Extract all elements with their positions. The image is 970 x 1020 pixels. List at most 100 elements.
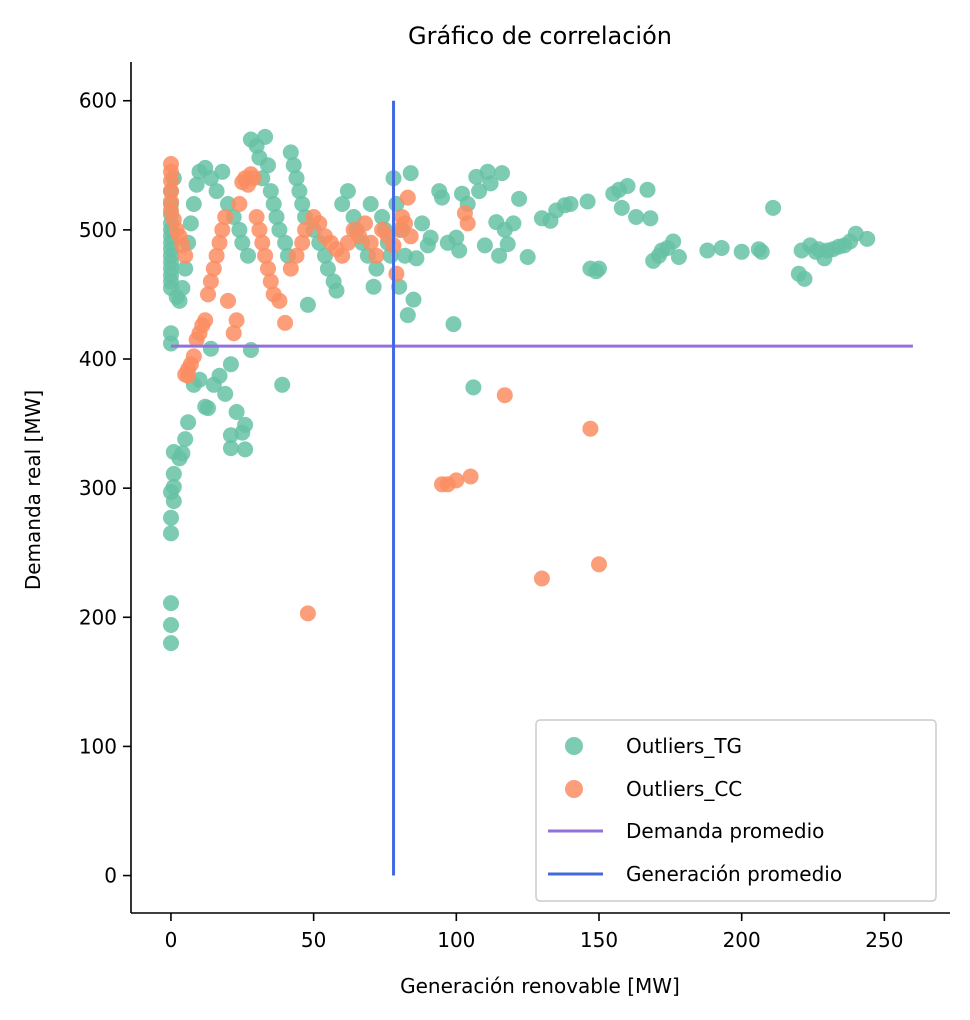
point-outliers-cc-65: [388, 265, 405, 282]
y-tick-label-400: 400: [79, 347, 117, 371]
point-outliers-tg-110: [402, 165, 419, 182]
point-outliers-tg-49: [174, 280, 191, 296]
y-tick-label-500: 500: [79, 218, 117, 242]
point-outliers-cc-27: [220, 292, 236, 309]
point-outliers-tg-8: [165, 465, 182, 482]
point-outliers-cc-76: [462, 468, 479, 485]
point-outliers-tg-4: [163, 509, 179, 526]
x-tick-label-250: 250: [865, 928, 903, 952]
point-outliers-cc-41: [262, 273, 279, 290]
point-outliers-tg-121: [451, 242, 468, 259]
point-outliers-cc-45: [282, 260, 299, 277]
point-outliers-tg-161: [713, 240, 730, 256]
point-outliers-tg-88: [319, 260, 336, 277]
point-outliers-tg-129: [482, 175, 499, 192]
point-outliers-tg-146: [591, 260, 607, 277]
x-axis-ticks: 0 50 100 150 200 250: [165, 913, 903, 952]
point-outliers-tg-136: [511, 190, 528, 207]
plot-area: [163, 128, 876, 652]
point-outliers-tg-82: [294, 196, 311, 212]
point-outliers-cc-60: [362, 234, 379, 251]
point-outliers-cc-46: [288, 247, 305, 264]
point-outliers-cc-44: [277, 314, 294, 331]
point-outliers-tg-74: [271, 221, 288, 238]
point-outliers-tg-99: [368, 260, 385, 277]
point-outliers-tg-115: [422, 229, 439, 246]
point-outliers-cc-78: [533, 570, 550, 587]
point-outliers-cc-21: [202, 273, 219, 290]
point-outliers-cc-79: [582, 420, 599, 437]
point-outliers-tg-151: [628, 209, 645, 225]
point-outliers-tg-24: [222, 440, 239, 457]
point-outliers-cc-68: [397, 215, 413, 232]
point-outliers-cc-10: [177, 247, 194, 264]
point-outliers-tg-97: [362, 196, 379, 212]
point-outliers-tg-111: [405, 291, 422, 308]
x-tick-label-0: 0: [165, 928, 178, 952]
point-outliers-tg-3: [163, 525, 179, 542]
point-outliers-tg-80: [288, 170, 305, 187]
point-outliers-tg-1: [163, 617, 179, 633]
point-outliers-tg-79: [285, 157, 302, 174]
y-tick-label-200: 200: [79, 605, 117, 629]
point-outliers-tg-78: [282, 144, 299, 161]
point-outliers-tg-81: [291, 183, 308, 200]
point-outliers-cc-61: [368, 247, 385, 264]
y-tick-label-300: 300: [79, 476, 117, 500]
legend: Outliers_TG Outliers_CC Demanda promedio…: [535, 719, 937, 902]
point-outliers-cc-37: [251, 221, 268, 238]
point-outliers-tg-100: [374, 209, 391, 225]
point-outliers-tg-160: [699, 242, 716, 259]
point-outliers-cc-38: [254, 234, 271, 251]
reference-lines: [170, 100, 913, 876]
x-tick-label-50: 50: [301, 928, 326, 952]
point-outliers-cc-49: [299, 605, 316, 622]
point-outliers-tg-131: [491, 247, 508, 264]
point-outliers-cc-20: [200, 286, 216, 303]
point-outliers-cc-26: [217, 209, 234, 225]
point-outliers-cc-75: [459, 215, 476, 232]
point-outliers-tg-2: [163, 595, 179, 612]
point-outliers-tg-7: [165, 478, 182, 495]
point-outliers-tg-137: [519, 249, 536, 265]
point-outliers-cc-70: [402, 228, 419, 245]
point-outliers-tg-20: [211, 367, 228, 384]
point-outliers-tg-53: [185, 196, 202, 212]
point-outliers-cc-28: [225, 325, 242, 342]
point-outliers-tg-113: [414, 215, 431, 232]
point-outliers-cc-80: [591, 556, 607, 573]
point-outliers-cc-35: [245, 170, 262, 187]
point-outliers-tg-12: [177, 431, 194, 448]
y-axis-label: Demanda real [MW]: [21, 390, 45, 590]
point-outliers-tg-143: [579, 193, 596, 210]
y-tick-label-0: 0: [104, 864, 117, 888]
y-axis-ticks: 0 100 200 300 400 500 600: [79, 89, 131, 888]
point-outliers-tg-48: [171, 292, 188, 309]
point-outliers-cc-51: [311, 215, 328, 232]
point-outliers-tg-92: [339, 183, 356, 200]
point-outliers-tg-29: [242, 342, 259, 358]
point-outliers-tg-153: [642, 210, 659, 227]
point-outliers-tg-72: [265, 196, 282, 212]
point-outliers-cc-59: [357, 215, 373, 232]
point-outliers-tg-25: [228, 404, 245, 420]
point-outliers-tg-152: [639, 181, 656, 198]
point-outliers-tg-6: [165, 493, 182, 510]
point-outliers-cc-15: [185, 348, 202, 365]
point-outliers-tg-150: [619, 178, 636, 194]
point-outliers-cc-40: [260, 260, 276, 277]
point-outliers-tg-90: [328, 282, 345, 299]
point-outliers-tg-52: [182, 215, 199, 232]
point-outliers-tg-109: [399, 307, 416, 324]
legend-label-outliers-tg: Outliers_TG: [626, 734, 742, 758]
point-outliers-tg-158: [665, 233, 682, 250]
point-outliers-tg-63: [234, 234, 251, 251]
point-outliers-cc-47: [294, 234, 311, 251]
x-axis-label: Generación renovable [MW]: [400, 974, 680, 998]
point-outliers-tg-76: [277, 234, 294, 251]
point-outliers-cc-19: [197, 312, 214, 329]
point-outliers-cc-29: [228, 312, 245, 329]
point-outliers-tg-73: [268, 209, 285, 225]
point-outliers-tg-132: [494, 165, 510, 182]
point-outliers-tg-58: [208, 183, 225, 200]
